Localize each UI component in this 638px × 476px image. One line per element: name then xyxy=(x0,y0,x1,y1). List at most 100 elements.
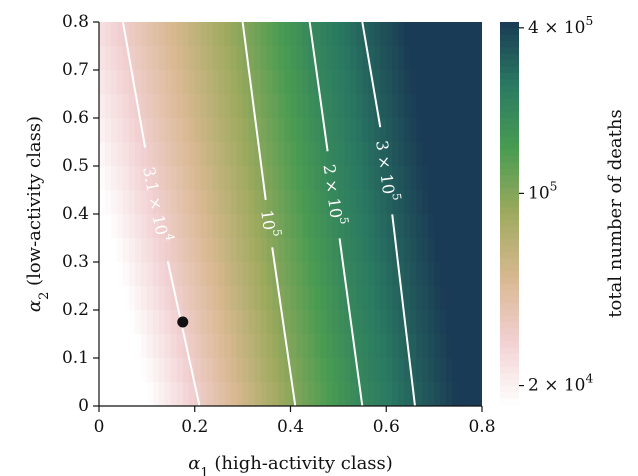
heatmap-cell xyxy=(158,166,166,191)
heatmap-cell xyxy=(410,166,417,191)
heatmap-cell xyxy=(308,70,316,95)
heatmap-cell xyxy=(398,142,405,167)
heatmap-cell xyxy=(314,142,322,167)
heatmap-cell xyxy=(368,310,375,335)
heatmap-cell xyxy=(416,118,423,143)
heatmap-cell xyxy=(230,382,238,406)
heatmap-cell xyxy=(398,262,405,287)
colorbar-segment xyxy=(500,85,519,93)
heatmap-cell xyxy=(140,358,148,383)
heatmap-cell xyxy=(428,190,435,215)
heatmap-cell xyxy=(386,262,393,287)
heatmap-cell xyxy=(230,142,238,167)
heatmap-cell xyxy=(398,190,405,215)
heatmap-cell xyxy=(158,142,166,167)
heatmap-cell xyxy=(146,166,154,191)
heatmap-cell xyxy=(332,190,339,215)
heatmap-cell xyxy=(224,46,232,71)
heatmap-cell xyxy=(134,46,142,71)
heatmap-cell xyxy=(368,142,375,167)
heatmap-cell xyxy=(188,70,196,95)
heatmap-cell xyxy=(464,94,471,119)
y-tick-label: 0 xyxy=(78,396,89,416)
heatmap-cell xyxy=(272,118,280,143)
heatmap-cell xyxy=(134,358,142,383)
heatmap-cell xyxy=(122,286,130,311)
heatmap-cell xyxy=(218,118,226,143)
heatmap-cell xyxy=(128,286,136,311)
heatmap-cell xyxy=(464,142,471,167)
heatmap-cell xyxy=(122,310,130,335)
heatmap-cell xyxy=(158,190,166,215)
heatmap-cell xyxy=(146,190,154,215)
heatmap-cell xyxy=(416,94,423,119)
heatmap-cell xyxy=(236,358,244,383)
heatmap-cell xyxy=(224,358,232,383)
heatmap-cell xyxy=(314,118,322,143)
heatmap-cell xyxy=(374,262,381,287)
colorbar-segment xyxy=(500,258,519,266)
heatmap-cell xyxy=(302,214,310,239)
heatmap-cell xyxy=(266,22,274,47)
heatmap-cell xyxy=(182,142,190,167)
heatmap-cell xyxy=(428,166,435,191)
heatmap-cell xyxy=(99,166,106,191)
heatmap-cell xyxy=(446,166,453,191)
colorbar-segment xyxy=(500,245,519,253)
heatmap-cell xyxy=(320,142,327,167)
heatmap-cell xyxy=(146,310,154,335)
heatmap-cell xyxy=(128,190,136,215)
heatmap-cell xyxy=(356,190,363,215)
colorbar-segment xyxy=(500,98,519,106)
heatmap-cell xyxy=(356,310,363,335)
heatmap-cell xyxy=(134,22,142,47)
heatmap-cell xyxy=(446,94,453,119)
heatmap-cell xyxy=(302,46,310,71)
x-tick-label: 0 xyxy=(94,417,105,437)
heatmap-cell xyxy=(386,238,393,263)
colorbar-segment xyxy=(500,398,519,406)
heatmap-cell xyxy=(398,118,405,143)
heatmap-cell xyxy=(110,310,118,335)
heatmap-cell xyxy=(242,190,250,215)
heatmap-cell xyxy=(296,190,304,215)
heatmap-cell xyxy=(110,214,118,239)
heatmap-cell xyxy=(362,334,369,359)
heatmap-cell xyxy=(278,214,286,239)
heatmap-cell xyxy=(344,118,351,143)
heatmap-cell xyxy=(146,22,154,47)
heatmap-cell xyxy=(254,166,262,191)
heatmap-cell xyxy=(278,166,286,191)
heatmap-cell xyxy=(452,286,459,311)
colorbar-segment xyxy=(500,117,519,125)
heatmap-cell xyxy=(146,334,154,359)
heatmap-cell xyxy=(278,46,286,71)
colorbar-segment xyxy=(500,385,519,393)
heatmap-cell xyxy=(158,22,166,47)
heatmap-cell xyxy=(326,334,333,359)
heatmap-cell xyxy=(296,310,304,335)
heatmap-cell xyxy=(116,310,124,335)
colorbar-segment xyxy=(500,309,519,317)
heatmap-cell xyxy=(158,286,166,311)
heatmap-cell xyxy=(428,70,435,95)
heatmap-cell xyxy=(134,214,142,239)
heatmap-cell xyxy=(200,70,208,95)
heatmap-cell xyxy=(104,190,112,215)
colorbar: 4 × 105 105 2 × 104 total number of deaths xyxy=(500,14,626,406)
heatmap-cell xyxy=(470,166,477,191)
heatmap-cell xyxy=(314,334,322,359)
heatmap-cell xyxy=(170,214,178,239)
heatmap-cell xyxy=(428,118,435,143)
heatmap-cell xyxy=(440,166,447,191)
heatmap-cell xyxy=(164,94,172,119)
heatmap-cell xyxy=(362,238,369,263)
heatmap-cell xyxy=(392,286,399,311)
heatmap-cell xyxy=(308,382,316,406)
heatmap-cell xyxy=(212,358,220,383)
heatmap-cell xyxy=(170,358,178,383)
heatmap-cell xyxy=(110,46,118,71)
heatmap-cell xyxy=(356,286,363,311)
heatmap-cell xyxy=(110,94,118,119)
heatmap-cell xyxy=(278,70,286,95)
